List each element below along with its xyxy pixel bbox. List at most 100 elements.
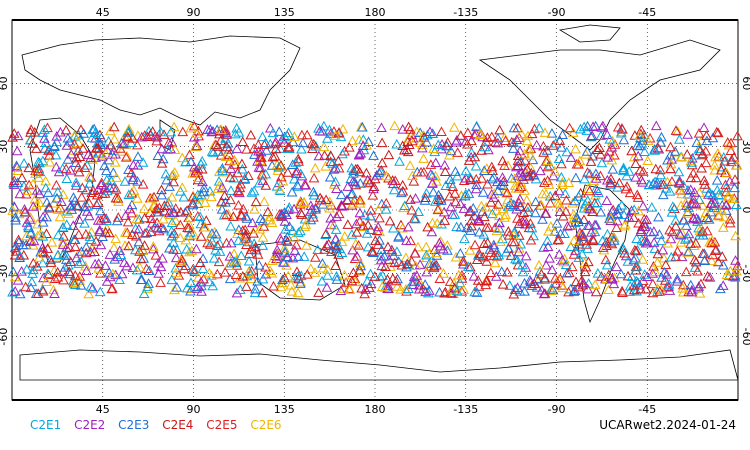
occultation-marker xyxy=(462,261,474,271)
occultation-marker xyxy=(195,231,207,241)
occultation-marker xyxy=(717,280,729,290)
occultation-marker xyxy=(587,233,599,244)
occultation-marker xyxy=(445,201,457,212)
occultation-marker xyxy=(243,267,254,277)
occultation-marker xyxy=(235,250,247,260)
occultation-marker xyxy=(601,273,613,284)
occultation-marker xyxy=(78,128,90,138)
occultation-marker xyxy=(455,221,467,232)
occultation-marker xyxy=(396,187,407,198)
occultation-marker xyxy=(114,245,126,256)
occultation-marker xyxy=(706,255,717,266)
occultation-marker xyxy=(689,254,700,265)
occultation-marker xyxy=(137,157,149,167)
occultation-marker xyxy=(561,146,573,157)
occultation-marker xyxy=(520,262,532,272)
occultation-marker xyxy=(295,278,306,288)
occultation-marker xyxy=(81,265,92,276)
occultation-marker xyxy=(709,159,720,170)
occultation-marker xyxy=(216,196,227,206)
occultation-marker xyxy=(492,185,504,196)
occultation-marker xyxy=(545,221,557,231)
occultation-marker xyxy=(551,218,563,228)
occultation-marker xyxy=(570,276,582,287)
antarctica-outline xyxy=(19,349,739,381)
occultation-marker xyxy=(69,234,81,245)
occultation-marker xyxy=(631,189,643,200)
occultation-marker xyxy=(596,157,608,168)
occultation-marker xyxy=(275,171,287,182)
occultation-marker xyxy=(622,256,634,266)
occultation-marker xyxy=(170,252,182,263)
occultation-marker xyxy=(664,149,676,160)
occultation-marker xyxy=(404,194,416,204)
occultation-marker xyxy=(27,268,38,278)
occultation-marker xyxy=(425,168,437,179)
occultation-marker xyxy=(252,156,263,166)
occultation-marker xyxy=(351,218,362,229)
occultation-marker xyxy=(543,179,555,189)
occultation-marker xyxy=(690,237,702,248)
lon-tick-bottom: -45 xyxy=(638,403,656,416)
occultation-marker xyxy=(376,122,387,133)
occultation-marker xyxy=(634,164,646,175)
occultation-marker xyxy=(444,149,455,160)
occultation-marker xyxy=(573,252,585,262)
occultation-marker xyxy=(214,180,225,190)
occultation-marker xyxy=(351,251,363,261)
occultation-marker xyxy=(305,206,316,216)
occultation-marker xyxy=(138,203,150,214)
lon-tick-top: 45 xyxy=(96,6,110,19)
occultation-marker xyxy=(379,250,390,261)
occultation-marker xyxy=(337,123,349,134)
occultation-marker xyxy=(548,170,559,181)
occultation-marker xyxy=(116,137,128,148)
occultation-marker xyxy=(274,232,286,243)
occultation-marker xyxy=(595,148,606,159)
occultation-marker xyxy=(87,282,98,293)
occultation-marker xyxy=(250,241,262,252)
occultation-marker xyxy=(107,268,119,279)
occultation-marker xyxy=(713,210,725,221)
occultation-marker xyxy=(518,207,530,218)
occultation-marker xyxy=(339,230,351,241)
occultation-marker xyxy=(307,143,318,154)
occultation-marker xyxy=(626,271,638,281)
occultation-marker xyxy=(50,161,62,172)
occultation-marker xyxy=(169,144,181,154)
occultation-marker xyxy=(703,214,715,224)
occultation-marker xyxy=(42,268,54,278)
occultation-marker xyxy=(159,200,170,210)
occultation-marker xyxy=(585,156,597,166)
occultation-marker xyxy=(219,190,230,201)
occultation-marker xyxy=(546,282,558,293)
occultation-marker xyxy=(333,208,345,219)
occultation-marker xyxy=(23,179,35,190)
occultation-marker xyxy=(349,176,361,187)
occultation-marker xyxy=(729,272,741,282)
occultation-marker xyxy=(159,205,170,216)
occultation-marker xyxy=(522,202,534,212)
lon-tick-top: 135 xyxy=(274,6,295,19)
occultation-marker xyxy=(213,176,225,186)
occultation-marker xyxy=(637,176,648,187)
occultation-marker xyxy=(123,123,135,134)
occultation-marker xyxy=(76,191,88,202)
occultation-marker xyxy=(488,192,499,202)
occultation-marker xyxy=(492,137,504,148)
occultation-marker xyxy=(674,184,685,194)
occultation-marker xyxy=(55,126,66,137)
occultation-marker xyxy=(211,268,223,279)
occultation-marker xyxy=(146,192,158,203)
occultation-marker xyxy=(7,266,19,277)
occultation-marker xyxy=(537,214,548,224)
occultation-marker xyxy=(516,128,527,139)
occultation-marker xyxy=(499,212,510,222)
occultation-marker xyxy=(519,155,531,165)
occultation-marker xyxy=(375,254,387,265)
occultation-marker xyxy=(37,216,49,227)
occultation-marker xyxy=(328,240,339,251)
occultation-marker xyxy=(706,235,718,245)
occultation-marker xyxy=(445,284,457,295)
occultation-marker xyxy=(726,193,738,203)
